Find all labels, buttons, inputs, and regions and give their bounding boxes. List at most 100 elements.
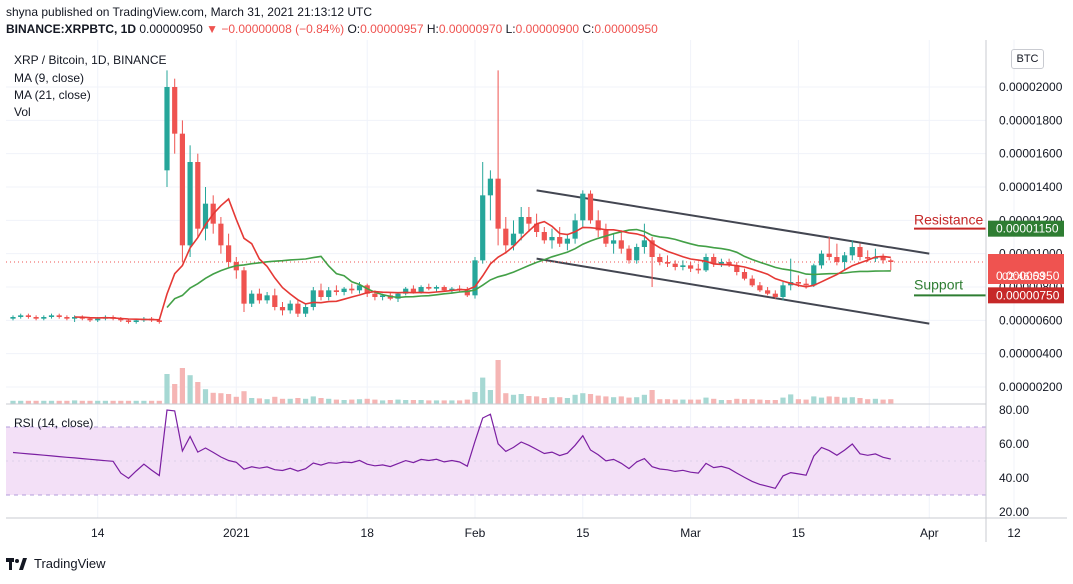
volume-bar [772, 400, 778, 404]
volume-bar [634, 397, 640, 404]
candle-body [249, 293, 255, 304]
tradingview-brand[interactable]: TradingView [6, 556, 106, 571]
candle-body [426, 287, 432, 289]
rsi-line-path [12, 409, 891, 489]
volume-bar [626, 397, 632, 404]
candle-body [657, 257, 663, 262]
support-price-tag-bg [988, 287, 1064, 304]
volume-bar [757, 399, 763, 404]
volume-bar [141, 400, 147, 404]
symbol-ohlc-line: BINANCE:XRPBTC, 1D 0.00000950 ▼ −0.00000… [6, 22, 658, 36]
volume-bar [125, 400, 132, 404]
candle-body [741, 272, 748, 279]
volume-bar [510, 394, 517, 404]
currency-button[interactable]: BTC [1011, 49, 1044, 69]
last-price-tag-bg [988, 254, 1064, 284]
volume-bar [233, 396, 239, 404]
candle-body [303, 307, 309, 314]
candle-body [765, 290, 771, 294]
volume-bar [849, 397, 855, 404]
candle-body [518, 217, 524, 234]
volume-bar [541, 398, 547, 404]
volume-bar [449, 400, 455, 404]
volume-bars [10, 360, 894, 404]
candle-body [41, 317, 47, 319]
x-tick-label: 18 [361, 526, 375, 540]
candle-body [410, 288, 416, 292]
last-price-tag: 0.00000950 [996, 269, 1060, 283]
candles [10, 70, 894, 324]
candle-body [241, 270, 247, 304]
high-value: 0.00000970 [438, 22, 503, 36]
x-tick-label: Mar [680, 526, 701, 540]
ma21-line [166, 228, 891, 309]
volume-bar [341, 400, 347, 404]
volume-label[interactable]: Vol [14, 105, 31, 119]
volume-bar [749, 399, 755, 404]
rsi-tick-label: 80.00 [999, 403, 1029, 417]
channel-trendline-1 [536, 257, 930, 325]
candle-body [25, 315, 31, 317]
volume-bar [64, 400, 70, 404]
rsi-label[interactable]: RSI (14, close) [14, 416, 94, 430]
channel-trendline-0 [536, 189, 930, 255]
candle-body [72, 317, 78, 319]
volume-bar [195, 382, 201, 404]
volume-bar [48, 400, 55, 404]
candle-body [18, 315, 24, 317]
volume-bar [834, 396, 840, 404]
volume-bar [595, 395, 601, 404]
candle-body [118, 318, 124, 321]
volume-bar [788, 394, 794, 404]
volume-bar [418, 400, 424, 404]
volume-bar [457, 400, 463, 404]
volume-bar [272, 396, 278, 404]
candle-body [125, 320, 132, 322]
volume-bar [249, 398, 255, 404]
volume-bar [433, 400, 440, 404]
candle-body [626, 248, 632, 261]
candle-body [541, 232, 547, 241]
volume-bar [842, 397, 848, 404]
volume-bar [880, 399, 886, 404]
x-tick-label: 15 [792, 526, 806, 540]
ma9-label[interactable]: MA (9, close) [14, 71, 85, 85]
volume-bar [603, 396, 609, 404]
volume-bar [526, 396, 532, 404]
volume-bar [480, 377, 486, 404]
volume-bar [557, 397, 563, 404]
countdown-tag: 02:46:53 [1002, 271, 1045, 283]
candle-body [888, 260, 894, 262]
candle-body [287, 303, 293, 311]
volume-bar [72, 400, 78, 404]
volume-bar [572, 394, 578, 404]
candle-body [803, 283, 809, 286]
candle-body [865, 257, 871, 259]
volume-bar [172, 384, 178, 404]
volume-bar [865, 399, 871, 404]
candle-body [349, 288, 355, 291]
volume-bar [611, 397, 617, 404]
close-value: 0.00000950 [594, 22, 658, 36]
volume-bar [333, 399, 339, 404]
candle-body [842, 255, 848, 262]
x-tick-label: 14 [91, 526, 105, 540]
candle-body [264, 295, 270, 301]
rsi-tick-label: 60.00 [999, 437, 1029, 451]
tradingview-logo-icon [6, 557, 27, 570]
y-tick-label: 0.00000400 [999, 347, 1063, 361]
y-tick-label: 0.00001400 [999, 180, 1063, 194]
candle-body [333, 290, 339, 292]
candle-body [341, 288, 347, 292]
ma21-label[interactable]: MA (21, close) [14, 88, 91, 102]
price-change: −0.00000008 (−0.84%) [221, 22, 345, 36]
candle-body [557, 237, 563, 244]
volume-bar [826, 396, 832, 404]
candle-body [202, 203, 209, 229]
candle-body [164, 87, 170, 171]
candle-body [418, 287, 424, 292]
volume-bar [279, 398, 286, 404]
volume-bar [641, 394, 647, 404]
